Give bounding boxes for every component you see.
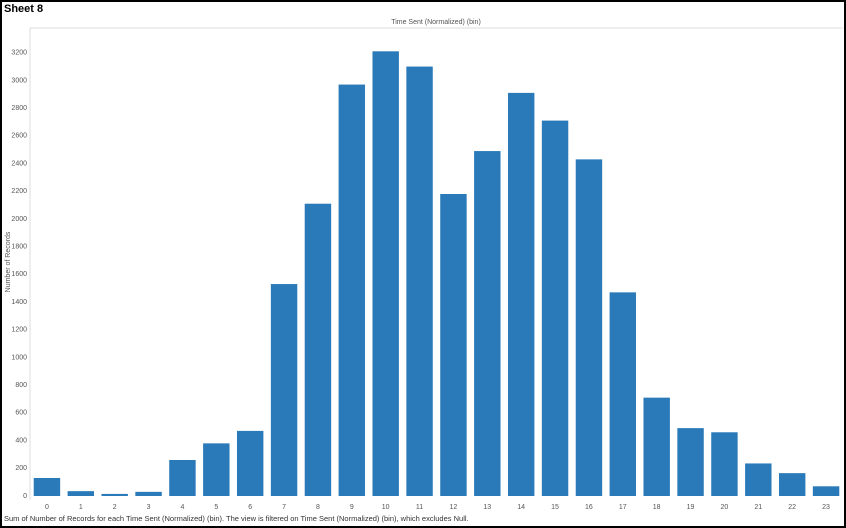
bar: [67, 491, 95, 496]
x-tick-label: 22: [788, 504, 796, 511]
bar: [474, 151, 501, 496]
x-tick-label: 2: [113, 504, 117, 511]
x-tick-label: 8: [316, 504, 320, 511]
x-tick-label: 23: [822, 504, 830, 511]
bar: [440, 194, 467, 496]
y-tick-label: 600: [15, 410, 27, 417]
bar: [643, 397, 670, 496]
x-tick-label: 9: [350, 504, 354, 511]
x-tick-label: 10: [382, 504, 390, 511]
bar: [507, 92, 535, 497]
x-tick-label: 4: [180, 504, 184, 511]
x-tick-label: 14: [517, 504, 525, 511]
y-tick-label: 200: [15, 465, 27, 472]
bar: [33, 477, 61, 496]
bar: [372, 51, 399, 496]
bar: [677, 428, 704, 496]
y-tick-label: 1000: [11, 354, 27, 361]
bar: [169, 459, 196, 496]
bar: [406, 66, 433, 496]
bar: [338, 84, 366, 496]
bar: [778, 473, 806, 496]
y-tick-label: 2200: [11, 188, 27, 195]
x-tick-label: 11: [416, 504, 423, 511]
bar: [101, 493, 128, 496]
x-axis-title: Time Sent (Normalized) (bin): [391, 19, 481, 26]
bar: [135, 491, 162, 496]
x-tick-label: 18: [653, 504, 661, 511]
bar: [203, 443, 230, 496]
bar: [541, 120, 569, 496]
y-tick-label: 2600: [11, 133, 27, 140]
y-tick-label: 3000: [11, 77, 27, 84]
y-tick-label: 800: [15, 382, 27, 389]
y-axis-title: Number of Records: [5, 231, 12, 292]
bar: [609, 292, 637, 496]
y-tick-label: 1400: [11, 299, 27, 306]
y-tick-label: 1600: [11, 271, 27, 278]
bar: [812, 486, 840, 496]
bar: [711, 432, 738, 496]
y-tick-label: 400: [15, 437, 27, 444]
y-tick-label: 2400: [11, 160, 27, 167]
x-tick-label: 19: [687, 504, 695, 511]
bar: [745, 463, 772, 496]
caption: Sum of Number of Records for each Time S…: [4, 514, 469, 523]
y-tick-label: 0: [23, 493, 27, 500]
x-tick-label: 0: [45, 504, 49, 511]
y-tick-label: 1800: [11, 243, 27, 250]
bar: [270, 284, 298, 496]
x-tick-label: 3: [147, 504, 151, 511]
x-tick-label: 6: [248, 504, 252, 511]
x-tick-label: 5: [214, 504, 218, 511]
x-tick-label: 16: [585, 504, 593, 511]
x-tick-label: 15: [551, 504, 559, 511]
x-tick-label: 13: [483, 504, 491, 511]
sheet-title: Sheet 8: [4, 3, 43, 15]
x-tick-label: 12: [450, 504, 458, 511]
x-tick-label: 17: [619, 504, 627, 511]
x-tick-label: 20: [721, 504, 729, 511]
x-tick-label: 1: [79, 504, 83, 511]
bar: [236, 430, 264, 496]
y-tick-label: 3200: [11, 50, 27, 57]
bar: [575, 159, 603, 496]
x-tick-label: 21: [754, 504, 762, 511]
y-tick-label: 2000: [11, 216, 27, 223]
x-tick-label: 7: [282, 504, 286, 511]
bar: [304, 203, 332, 496]
y-tick-label: 2800: [11, 105, 27, 112]
y-tick-label: 1200: [11, 327, 27, 334]
